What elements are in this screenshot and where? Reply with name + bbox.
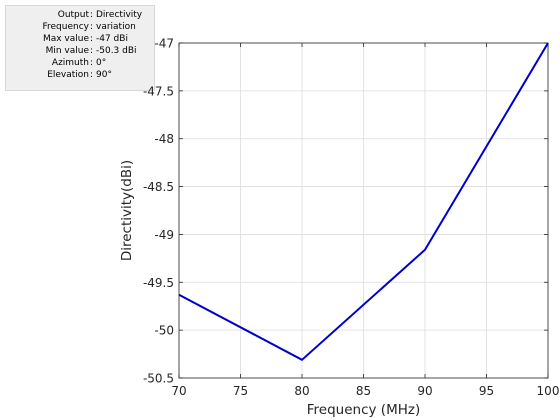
info-value: 90° bbox=[96, 70, 112, 80]
y-tick-labels: -50.5 -50 -49.5 -49 -48.5 -48 -47.5 -47 bbox=[143, 37, 174, 386]
x-axis-label: Frequency (MHz) bbox=[307, 402, 420, 418]
info-separator: : bbox=[90, 10, 94, 20]
info-panel: Output: Directivity Frequency: variation Max… bbox=[5, 5, 155, 91]
info-key: Elevation bbox=[47, 70, 89, 80]
ticks bbox=[178, 42, 549, 379]
x-tick-label: 85 bbox=[356, 384, 371, 398]
directivity-line bbox=[178, 42, 549, 361]
x-tick-label: 100 bbox=[537, 384, 560, 398]
info-key: Frequency bbox=[42, 22, 90, 32]
info-key: Min value bbox=[45, 46, 89, 56]
info-row: Max value: -47 dBi bbox=[6, 33, 156, 45]
info-row: Output: Directivity bbox=[6, 9, 156, 21]
info-separator: : bbox=[90, 34, 94, 44]
info-key: Max value bbox=[42, 34, 89, 44]
x-tick-labels: 70 75 80 85 90 95 100 bbox=[171, 384, 559, 398]
info-value: -47 dBi bbox=[96, 34, 128, 44]
info-row: Frequency: variation bbox=[6, 21, 156, 33]
info-separator: : bbox=[90, 46, 94, 56]
y-tick-label: -48 bbox=[154, 132, 174, 146]
info-row: Azimuth:0° bbox=[6, 57, 156, 69]
y-tick-label: -48.5 bbox=[143, 180, 174, 194]
info-key: Output bbox=[57, 10, 89, 20]
x-tick-label: 70 bbox=[171, 384, 186, 398]
info-separator: : bbox=[90, 70, 94, 80]
y-tick-label: -50 bbox=[154, 324, 174, 338]
info-key: Azimuth bbox=[51, 58, 89, 68]
y-tick-label: -49.5 bbox=[143, 276, 174, 290]
info-separator: : bbox=[90, 22, 94, 32]
info-value: 0° bbox=[96, 58, 107, 68]
y-axis-label: Directivity(dBi) bbox=[119, 160, 135, 261]
info-value: -50.3 dBi bbox=[96, 46, 137, 56]
y-tick-label: -47.5 bbox=[143, 84, 174, 98]
info-separator: : bbox=[90, 58, 94, 68]
info-row: Elevation:90° bbox=[6, 69, 156, 81]
info-value: Directivity bbox=[96, 10, 143, 20]
info-row: Min value: -50.3 dBi bbox=[6, 45, 156, 57]
x-tick-label: 80 bbox=[294, 384, 309, 398]
series-layer bbox=[178, 42, 549, 361]
x-tick-label: 95 bbox=[479, 384, 494, 398]
x-tick-label: 90 bbox=[417, 384, 432, 398]
info-value: variation bbox=[96, 22, 136, 32]
y-tick-label: -50.5 bbox=[143, 372, 174, 386]
x-tick-label: 75 bbox=[233, 384, 248, 398]
y-tick-label: -47 bbox=[154, 37, 174, 51]
y-tick-label: -49 bbox=[154, 228, 174, 242]
